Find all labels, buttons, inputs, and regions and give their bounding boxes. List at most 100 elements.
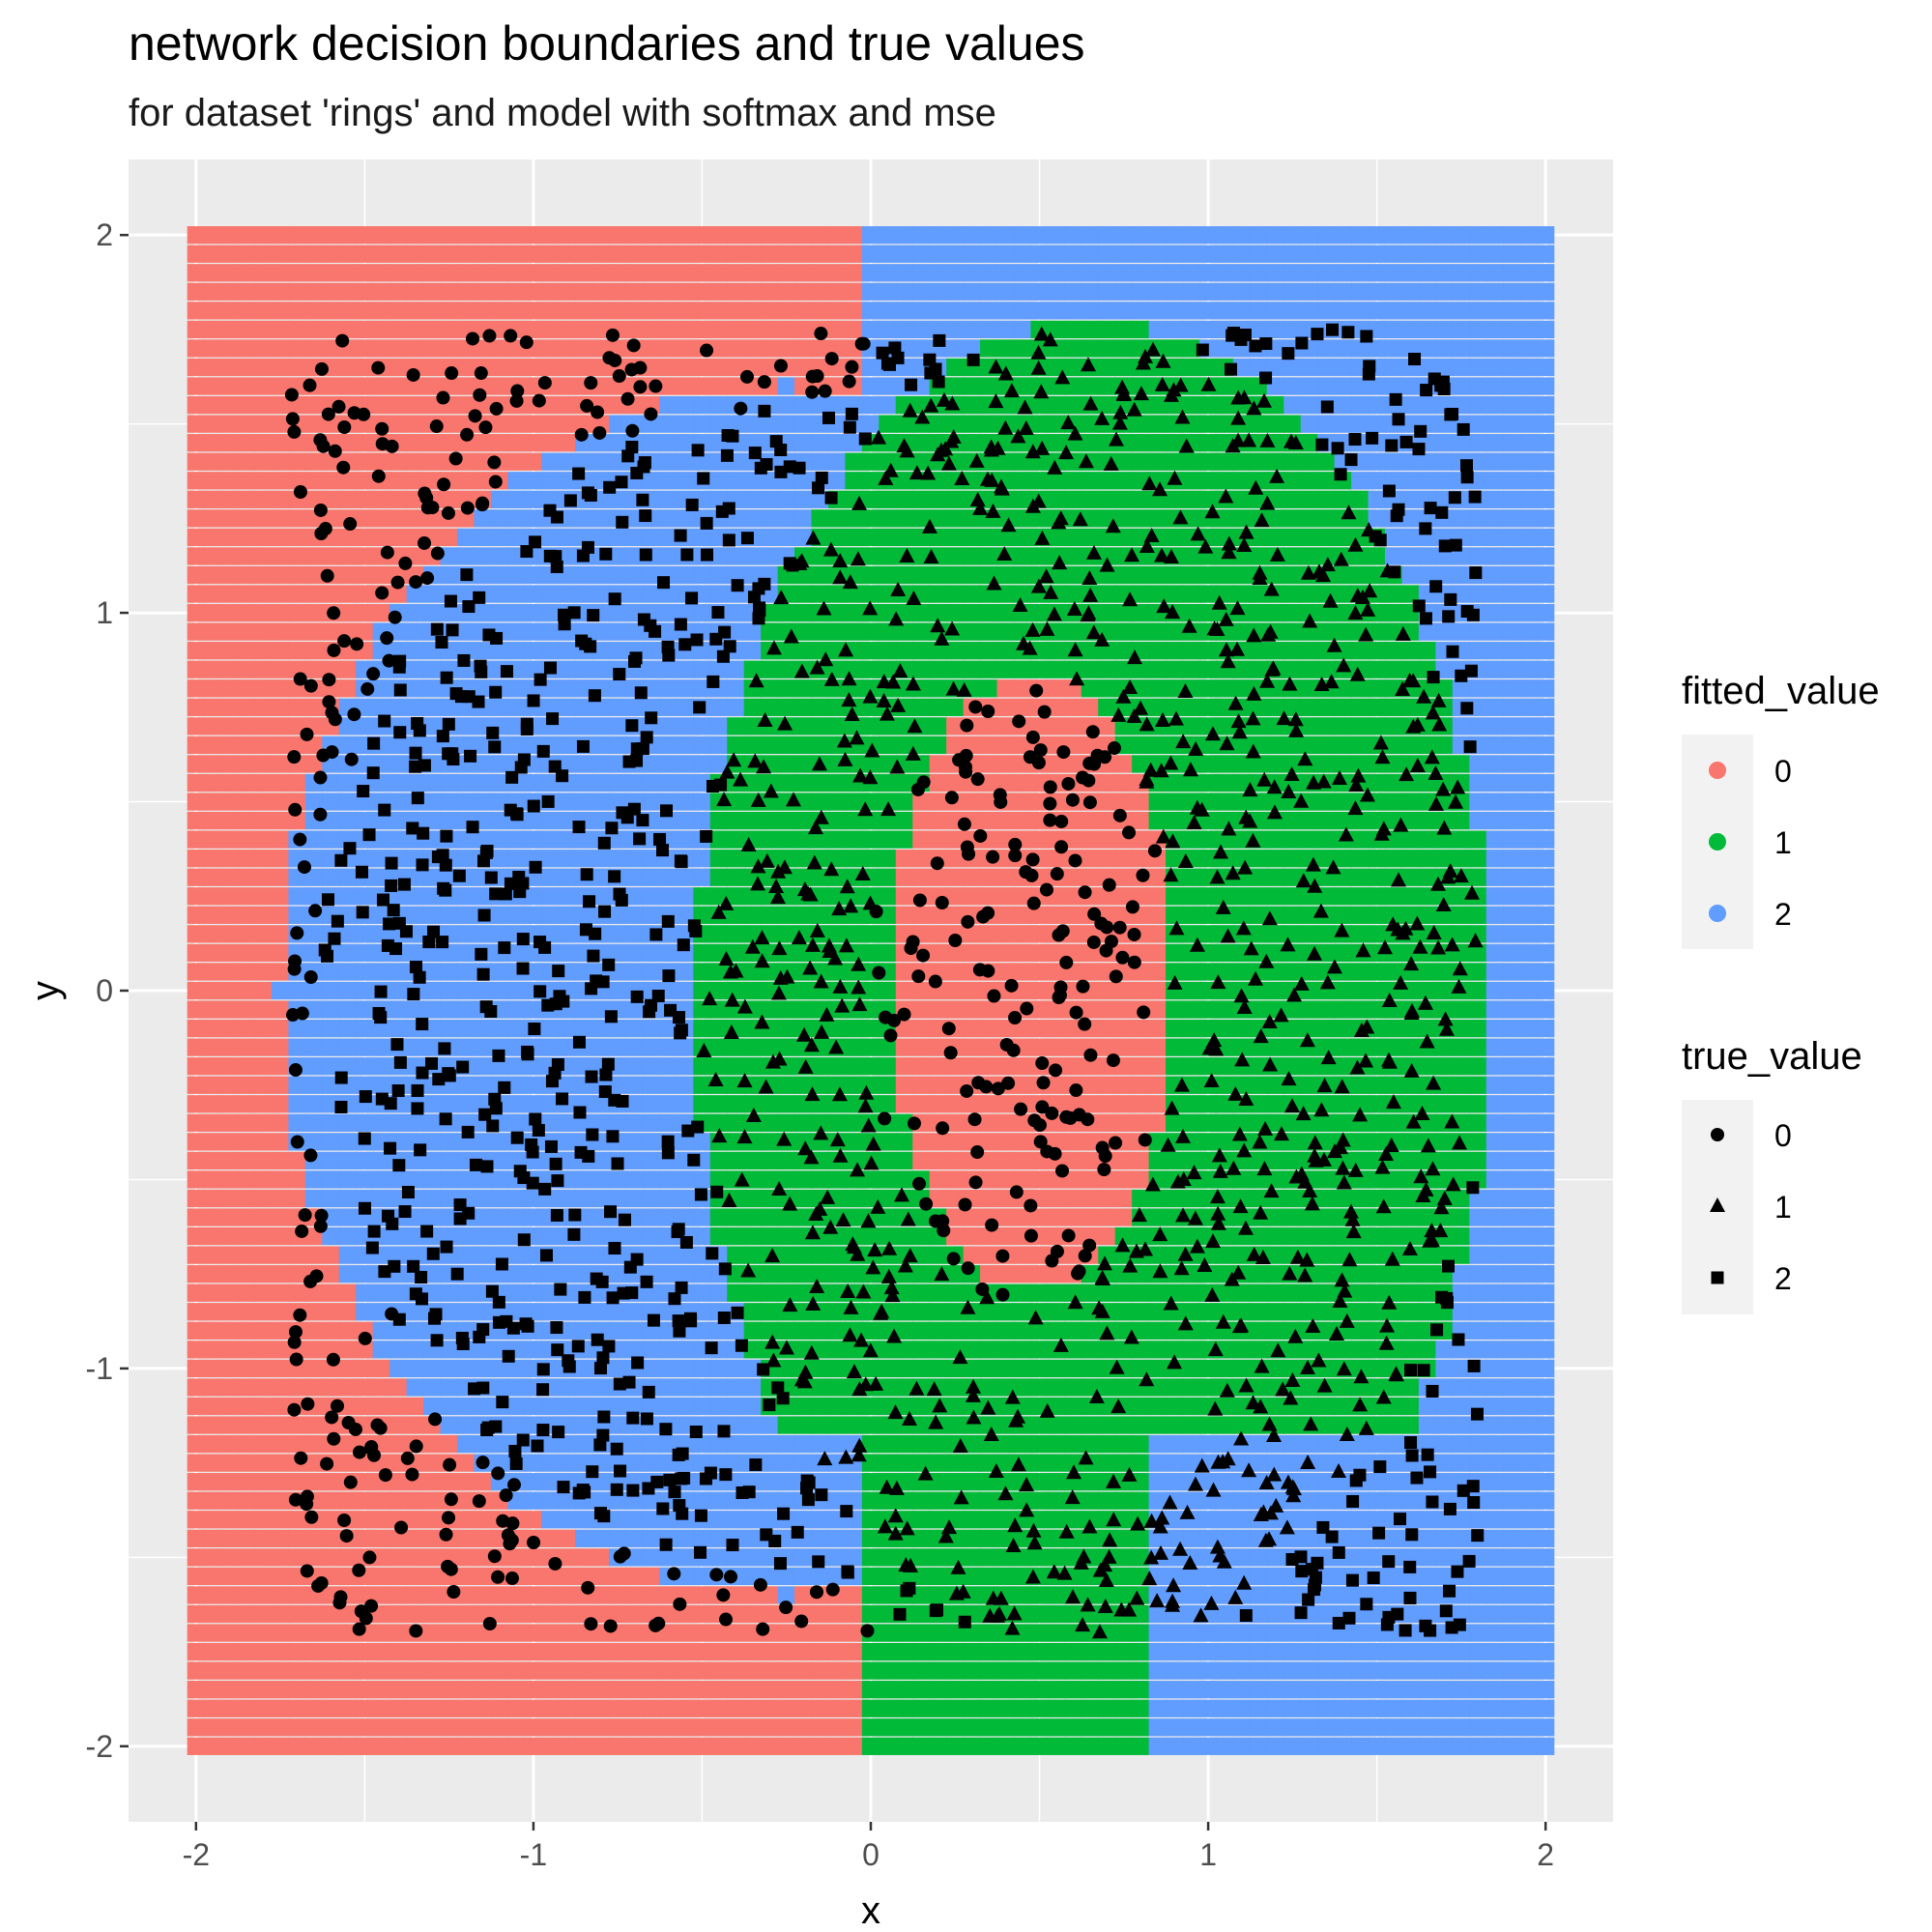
fitted-cell-0 (238, 1019, 256, 1038)
fitted-cell-2 (1148, 245, 1167, 263)
fitted-cell-0 (895, 868, 914, 886)
fitted-cell-0 (338, 245, 358, 263)
fitted-cell-2 (490, 490, 509, 508)
fitted-cell-0 (238, 1529, 256, 1547)
fitted-cell-1 (861, 1473, 880, 1491)
fitted-cell-2 (1216, 1624, 1234, 1642)
fitted-cell-0 (558, 1529, 576, 1547)
fitted-cell-0 (406, 377, 424, 395)
fitted-cell-2 (440, 1283, 458, 1302)
fitted-cell-0 (1114, 1019, 1133, 1038)
fitted-cell-1 (895, 830, 914, 849)
fitted-cell-1 (996, 1567, 1015, 1586)
fitted-cell-2 (777, 415, 795, 433)
fitted-cell-2 (524, 1095, 543, 1113)
fitted-cell-2 (879, 320, 897, 339)
fitted-cell-0 (271, 1416, 290, 1434)
fitted-cell-0 (356, 1473, 374, 1491)
fitted-cell-1 (1047, 415, 1066, 433)
fitted-cell-2 (777, 1473, 795, 1491)
fitted-cell-0 (220, 1586, 239, 1604)
fitted-cell-0 (591, 245, 610, 263)
fitted-cell-2 (709, 1511, 729, 1529)
fitted-cell-2 (794, 1454, 813, 1472)
fitted-cell-0 (389, 585, 408, 603)
fitted-cell-0 (338, 528, 358, 547)
fitted-cell-0 (440, 415, 458, 433)
fitted-cell-0 (743, 339, 762, 358)
fitted-cell-0 (709, 282, 729, 301)
fitted-cell-2 (659, 773, 678, 793)
fitted-cell-0 (743, 1681, 762, 1699)
fitted-cell-0 (1013, 1019, 1032, 1038)
fitted-cell-0 (187, 1076, 205, 1094)
fitted-cell-1 (811, 1321, 829, 1340)
fitted-cell-1 (1216, 1133, 1234, 1151)
fitted-cell-1 (1030, 547, 1049, 565)
fitted-cell-0 (456, 377, 476, 395)
fitted-cell-2 (929, 302, 947, 320)
fitted-cell-2 (761, 1454, 779, 1472)
fitted-cell-0 (845, 1604, 863, 1624)
fitted-cell-0 (946, 1113, 965, 1132)
fitted-cell-0 (541, 1681, 560, 1699)
fitted-cell-0 (254, 1624, 273, 1642)
fitted-cell-0 (1064, 1189, 1082, 1208)
fitted-cell-1 (827, 925, 847, 943)
fitted-cell-1 (879, 906, 897, 924)
fitted-cell-2 (591, 642, 610, 660)
fitted-cell-2 (861, 358, 880, 377)
fitted-cell-0 (322, 320, 340, 339)
fitted-cell-1 (1132, 1642, 1150, 1661)
fitted-cell-0 (389, 226, 408, 245)
fitted-cell-2 (389, 755, 408, 773)
fitted-cell-2 (490, 1226, 509, 1246)
fitted-cell-1 (912, 1208, 931, 1226)
fitted-cell-0 (204, 1076, 222, 1094)
fitted-cell-1 (895, 415, 914, 433)
fitted-cell-1 (980, 1378, 998, 1397)
fitted-cell-2 (1198, 1681, 1218, 1699)
fitted-cell-1 (1081, 434, 1100, 452)
fitted-cell-0 (1064, 755, 1082, 773)
fitted-cell-1 (1198, 395, 1218, 415)
fitted-cell-0 (474, 264, 492, 282)
fitted-cell-1 (912, 490, 931, 508)
fitted-cell-1 (996, 339, 1015, 358)
fitted-cell-0 (709, 1661, 729, 1680)
fitted-cell-2 (693, 1133, 711, 1151)
fitted-cell-2 (642, 1511, 661, 1529)
fitted-cell-2 (541, 773, 560, 793)
fitted-cell-2 (1064, 264, 1082, 282)
fitted-cell-1 (743, 1189, 762, 1208)
fitted-cell-2 (709, 735, 729, 755)
fitted-cell-0 (254, 1170, 273, 1189)
fitted-cell-2 (609, 415, 627, 433)
fitted-cell-1 (929, 1511, 947, 1529)
fitted-cell-0 (220, 1283, 239, 1302)
fitted-cell-1 (1132, 1529, 1150, 1547)
fitted-cell-1 (879, 1586, 897, 1604)
fitted-cell-0 (575, 1548, 593, 1567)
fitted-cell-0 (389, 452, 408, 471)
fitted-cell-0 (238, 547, 256, 565)
fitted-cell-0 (271, 773, 290, 793)
fitted-cell-1 (1081, 1303, 1100, 1321)
fitted-cell-1 (895, 1397, 914, 1416)
fitted-cell-0 (238, 755, 256, 773)
fitted-cell-2 (474, 1038, 492, 1056)
fitted-cell-0 (827, 1604, 847, 1624)
fitted-cell-2 (845, 1473, 863, 1491)
fitted-cell-0 (761, 1604, 779, 1624)
fitted-cell-0 (338, 1548, 358, 1567)
fitted-cell-1 (996, 1642, 1015, 1661)
fitted-cell-0 (727, 377, 745, 395)
fitted-cell-2 (642, 943, 661, 963)
fitted-cell-2 (575, 1511, 593, 1529)
fitted-cell-0 (238, 528, 256, 547)
fitted-cell-0 (288, 1548, 306, 1567)
fitted-cell-0 (372, 1604, 390, 1624)
fitted-cell-2 (693, 717, 711, 735)
fitted-cell-0 (727, 1737, 745, 1755)
fitted-cell-2 (406, 1170, 424, 1189)
